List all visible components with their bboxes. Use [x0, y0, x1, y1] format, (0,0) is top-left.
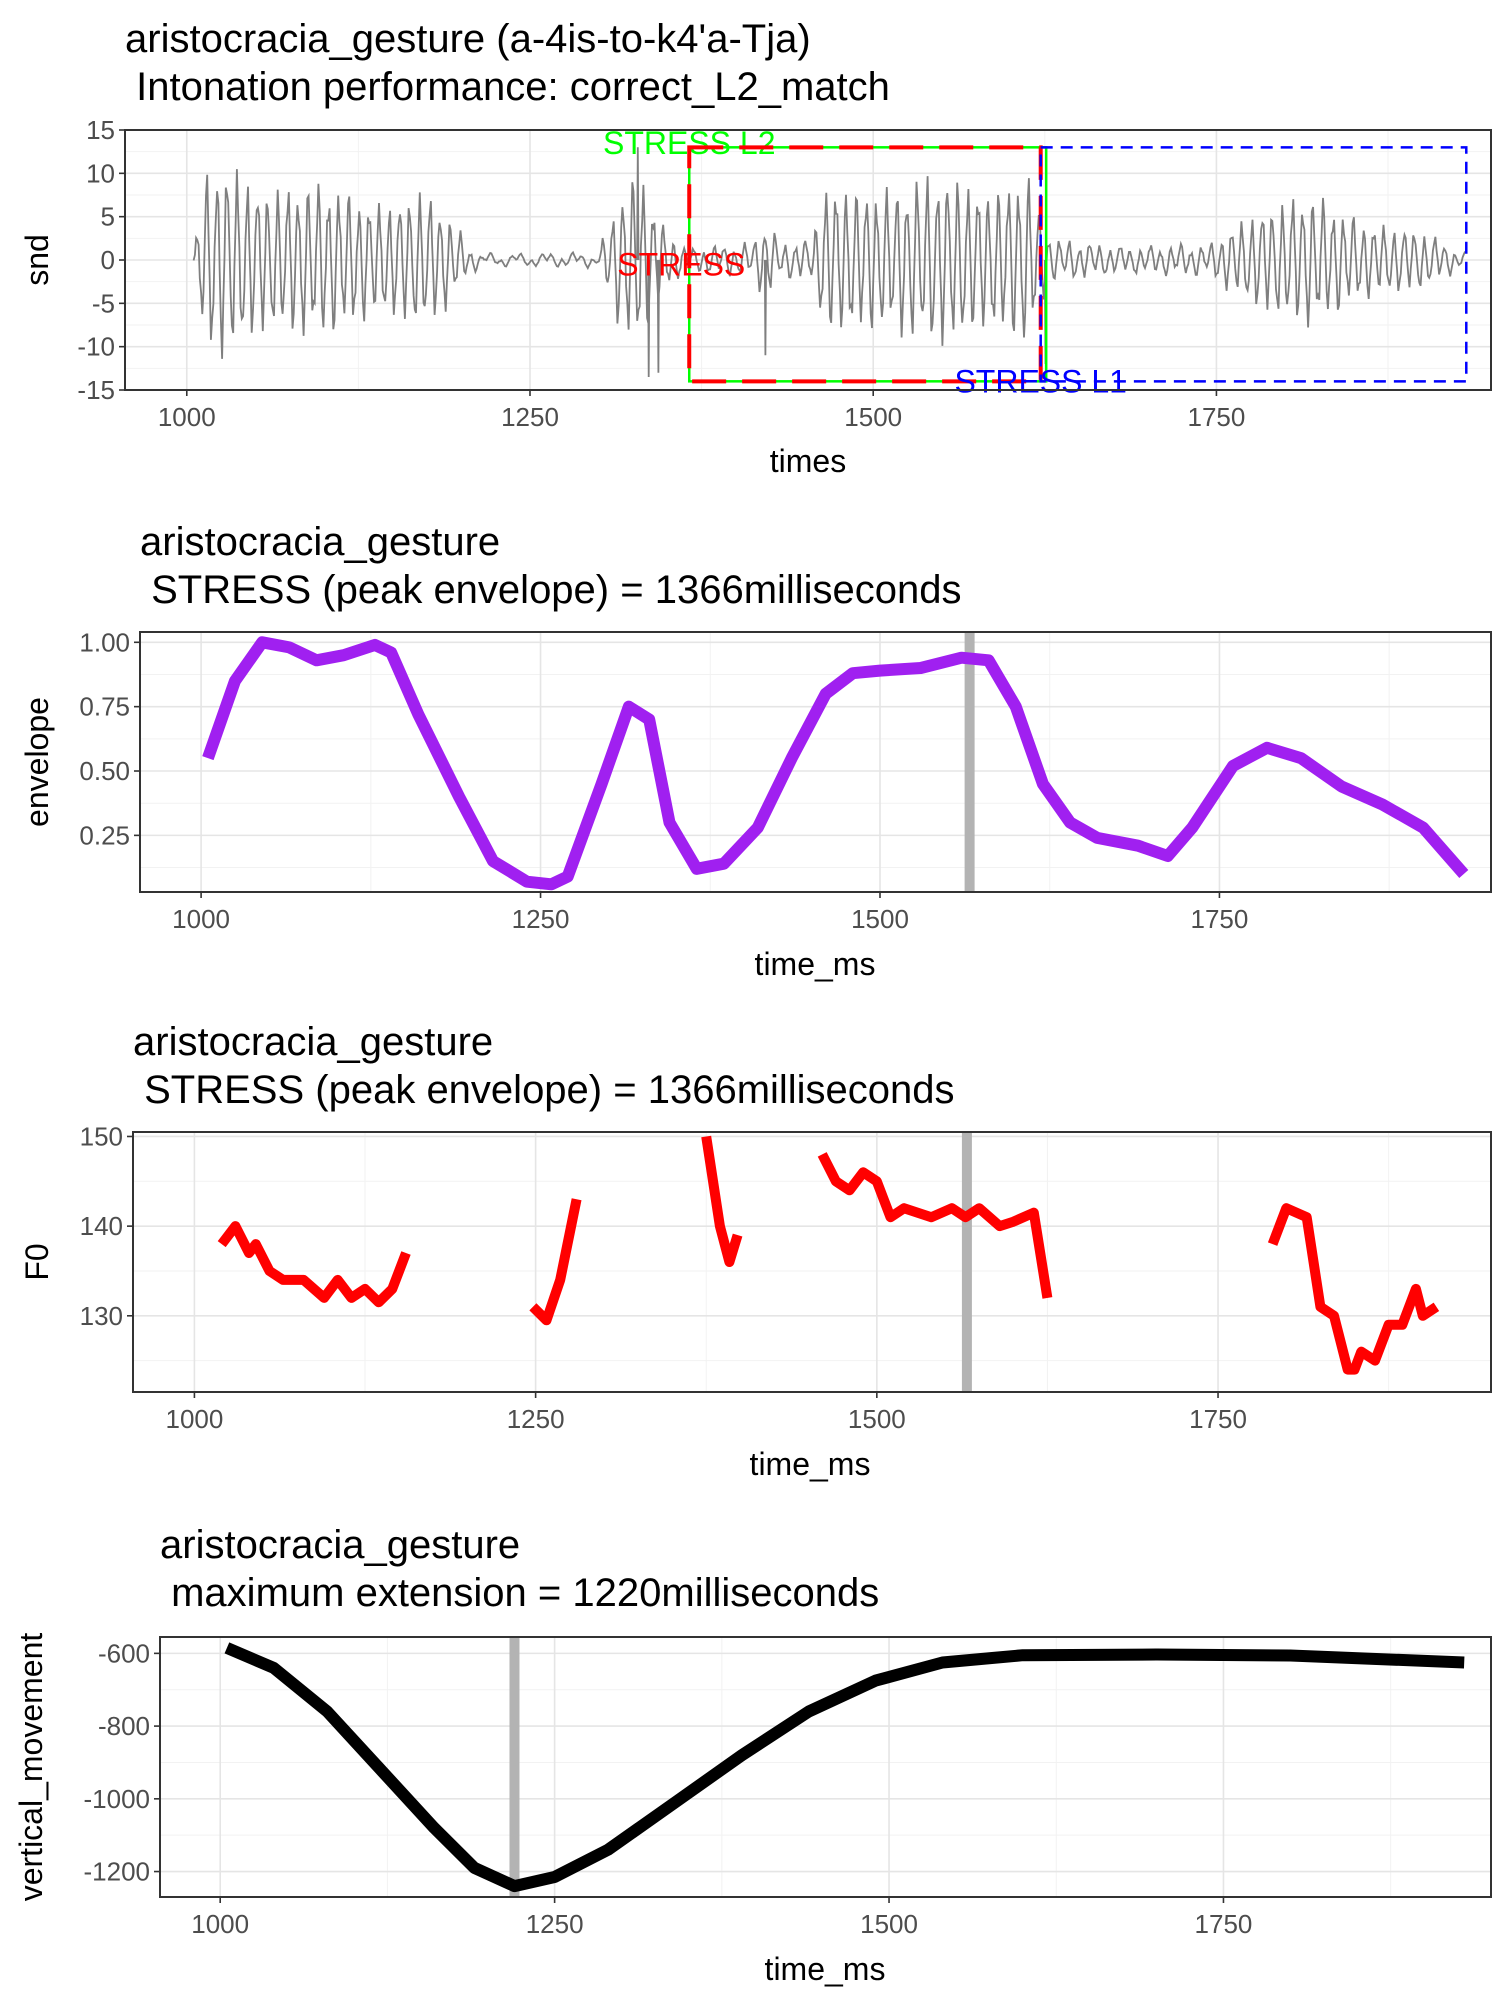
panel-1-y-ticks: 15 10 5 0 -5 -10 -15 [77, 115, 125, 405]
panel-4-x-tick-label: 1000 [191, 1909, 249, 1939]
panel-3-x-tick-label: 1000 [165, 1404, 223, 1434]
panel-3-y-tick-label: 150 [80, 1121, 123, 1151]
panel-4-movement-line [224, 1642, 1465, 1893]
panel-1-y-tick-label: 0 [101, 245, 115, 275]
panel-2-y-tick-label: 0.25 [79, 820, 130, 850]
panel-3-x-ticks: 1000 1250 1500 1750 [165, 1392, 1247, 1434]
panel-4-border [159, 1636, 1492, 1898]
panel-3-y-ticks: 150 140 130 [80, 1121, 133, 1331]
panel-vertical-movement: aristocracia_gesture maximum extension =… [13, 1523, 1492, 1987]
panel-1-y-tick-label: 10 [86, 158, 115, 188]
panel-1-title: aristocracia_gesture (a-4is-to-k4'a-Tja) [125, 17, 811, 61]
panel-4-x-tick-label: 1750 [1195, 1909, 1253, 1939]
panel-envelope: aristocracia_gesture STRESS (peak envelo… [19, 520, 1492, 982]
panel-3-x-tick-label: 1500 [848, 1404, 906, 1434]
panel-1-y-tick-label: 15 [86, 115, 115, 145]
panel-3-series [217, 1135, 1440, 1375]
panel-4-title: aristocracia_gesture [160, 1523, 520, 1567]
panel-2-x-tick-label: 1250 [512, 904, 570, 934]
panel-2-x-axis-label: time_ms [755, 946, 876, 982]
panel-4-y-tick-label: -600 [98, 1638, 150, 1668]
panel-3-x-axis-label: time_ms [750, 1446, 871, 1482]
panel-2-background [140, 632, 1491, 892]
panel-1-y-tick-label: -5 [92, 288, 115, 318]
panel-4-x-tick-label: 1500 [860, 1909, 918, 1939]
panel-1-x-axis-label: times [770, 443, 846, 479]
panel-1-x-ticks: 1000 1250 1500 1750 [158, 390, 1245, 432]
panel-3-y-tick-label: 140 [80, 1211, 123, 1241]
panel-3-y-tick-label: 130 [80, 1301, 123, 1331]
panel-2-title: aristocracia_gesture [140, 520, 500, 564]
panel-3-subtitle: STRESS (peak envelope) = 1366millisecond… [133, 1068, 955, 1112]
panel-3-title: aristocracia_gesture [133, 1020, 493, 1064]
panel-4-y-ticks: -600 -800 -1000 -1200 [84, 1638, 160, 1887]
panel-1-subtitle: Intonation performance: correct_L2_match [125, 65, 890, 109]
panel-3-border [132, 1131, 1492, 1393]
panel-2-x-ticks: 1000 1250 1500 1750 [172, 892, 1248, 934]
panel-3-f0-segment-4 [1267, 1203, 1440, 1375]
panel-2-grid [140, 632, 1491, 892]
panel-f0: aristocracia_gesture STRESS (peak envelo… [19, 1020, 1492, 1482]
panel-1-x-tick-label: 1250 [501, 402, 559, 432]
panel-2-y-tick-label: 1.00 [79, 627, 130, 657]
panel-2-x-tick-label: 1750 [1191, 904, 1249, 934]
panel-3-f0-segment-1 [529, 1198, 582, 1326]
panel-2-y-ticks: 1.00 0.75 0.50 0.25 [79, 627, 140, 850]
panel-4-y-tick-label: -1200 [84, 1857, 151, 1887]
panel-1-y-tick-label: -15 [77, 375, 115, 405]
panel-1-y-tick-label: -10 [77, 332, 115, 362]
panel-2-series [202, 636, 1469, 891]
panel-2-y-tick-label: 0.75 [79, 692, 130, 722]
panel-4-grid [160, 1637, 1491, 1897]
panel-4-y-tick-label: -1000 [84, 1784, 151, 1814]
panel-3-grid [133, 1132, 1491, 1392]
panel-2-y-axis-label: envelope [19, 697, 55, 827]
panel-2-subtitle: STRESS (peak envelope) = 1366millisecond… [140, 568, 962, 612]
panel-2-y-tick-label: 0.50 [79, 756, 130, 786]
panel-1-x-tick-label: 1750 [1188, 402, 1246, 432]
panel-4-series [224, 1642, 1465, 1893]
panel-2-envelope-line [202, 636, 1469, 891]
panel-waveform: aristocracia_gesture (a-4is-to-k4'a-Tja)… [19, 17, 1492, 479]
panel-4-x-ticks: 1000 1250 1500 1750 [191, 1897, 1252, 1939]
panel-3-x-tick-label: 1250 [507, 1404, 565, 1434]
panel-1-grid [125, 129, 1491, 391]
panel-4-x-axis-label: time_ms [765, 1951, 886, 1987]
panel-4-subtitle: maximum extension = 1220milliseconds [160, 1571, 879, 1615]
panel-1-x-tick-label: 1500 [844, 402, 902, 432]
panel-3-background [133, 1132, 1491, 1392]
panel-1-x-tick-label: 1000 [158, 402, 216, 432]
panel-3-y-axis-label: F0 [19, 1243, 55, 1280]
panel-1-y-axis-label: snd [19, 234, 55, 286]
panel-3-f0-segment-3 [817, 1152, 1053, 1299]
panel-4-y-tick-label: -800 [98, 1711, 150, 1741]
panel-1-annotation-label-1: STRESS [617, 246, 745, 282]
panel-3-x-tick-label: 1750 [1189, 1404, 1247, 1434]
panel-2-border [139, 631, 1492, 893]
panel-2-x-tick-label: 1500 [851, 904, 909, 934]
panel-2-x-tick-label: 1000 [172, 904, 230, 934]
panel-1-waveform-series [192, 147, 1466, 378]
panel-3-f0-segment-0 [217, 1221, 411, 1308]
panel-4-background [160, 1637, 1491, 1897]
panel-4-x-tick-label: 1250 [526, 1909, 584, 1939]
panel-1-waveform-line [192, 147, 1466, 378]
panel-3-f0-segment-2 [701, 1135, 743, 1267]
panel-1-y-tick-label: 5 [101, 202, 115, 232]
panel-4-y-axis-label: vertical_movement [13, 1633, 49, 1902]
panel-1-annotation-box-2 [1039, 146, 1468, 383]
panel-1-annotation-label-2: STRESS L1 [954, 363, 1127, 399]
